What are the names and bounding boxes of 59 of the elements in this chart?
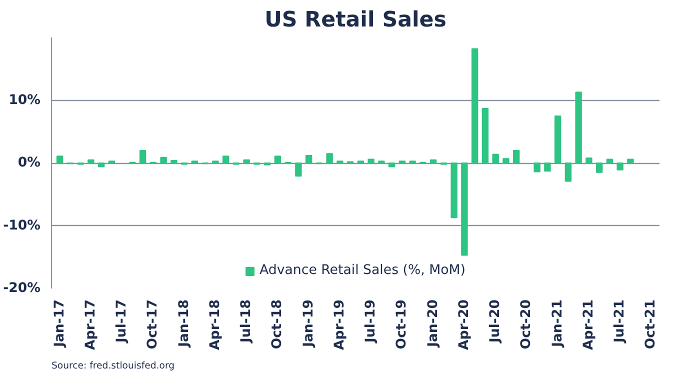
bar: [492, 154, 499, 164]
bar: [450, 162, 458, 218]
bar: [606, 158, 614, 164]
x-tick-label: Jul-18: [239, 299, 254, 344]
bar: [56, 156, 64, 164]
chart-title: US Retail Sales: [264, 8, 446, 32]
x-tick-label: Apr-17: [83, 299, 98, 350]
bar: [461, 162, 468, 256]
bar: [564, 162, 572, 182]
y-tick-label: 10%: [8, 92, 41, 108]
bar: [627, 158, 634, 164]
bar: [430, 159, 437, 164]
bar: [554, 115, 562, 164]
x-tick-label: Jul-17: [114, 299, 130, 344]
bar: [139, 150, 146, 164]
bar: [274, 156, 282, 164]
x-tick-label: Oct-20: [519, 299, 534, 350]
bar: [586, 157, 592, 164]
x-tick-label: Apr-19: [332, 299, 348, 350]
x-tick-label: Jan-17: [52, 299, 68, 348]
bar: [243, 159, 250, 164]
x-tick-label: Jan-19: [301, 299, 316, 348]
x-tick-label: Oct-17: [146, 299, 161, 350]
x-tick-label: Jan-21: [550, 299, 566, 348]
x-tick-label: Oct-21: [644, 299, 659, 350]
bar: [616, 162, 624, 170]
y-tick-label: 0%: [18, 156, 41, 170]
bar: [98, 162, 105, 168]
bar: [471, 48, 478, 164]
bar: [534, 162, 540, 172]
bar: [388, 162, 396, 168]
x-tick-label: Jul-21: [612, 299, 628, 344]
bar: [326, 153, 333, 164]
bar: [482, 108, 489, 164]
x-tick-label: Jan-18: [176, 299, 192, 348]
legend-label: Advance Retail Sales (%, MoM): [260, 263, 466, 278]
bar: [160, 156, 167, 164]
bar: [512, 150, 520, 164]
x-tick-label: Apr-21: [581, 299, 596, 350]
x-tick-label: Jul-20: [488, 299, 504, 344]
x-tick-label: Jul-19: [364, 299, 379, 344]
x-tick-label: Oct-18: [270, 299, 286, 350]
bar: [295, 162, 302, 177]
x-tick-label: Jan-20: [426, 299, 441, 348]
source-note: Source: fred.stlouisfed.org: [52, 360, 175, 372]
y-tick-label: -10%: [3, 218, 41, 234]
x-tick-label: Apr-18: [208, 299, 223, 350]
bar: [544, 162, 551, 172]
bar: [368, 158, 374, 164]
bar: [305, 154, 312, 164]
y-tick-label: -20%: [3, 281, 41, 296]
bar: [222, 156, 230, 164]
bar: [170, 160, 178, 164]
x-tick-label: Oct-19: [394, 299, 410, 350]
x-tick-label: Apr-20: [456, 299, 472, 350]
bar: [596, 162, 603, 173]
bar: [88, 159, 94, 164]
bar: [575, 92, 582, 164]
bar: [502, 158, 510, 164]
